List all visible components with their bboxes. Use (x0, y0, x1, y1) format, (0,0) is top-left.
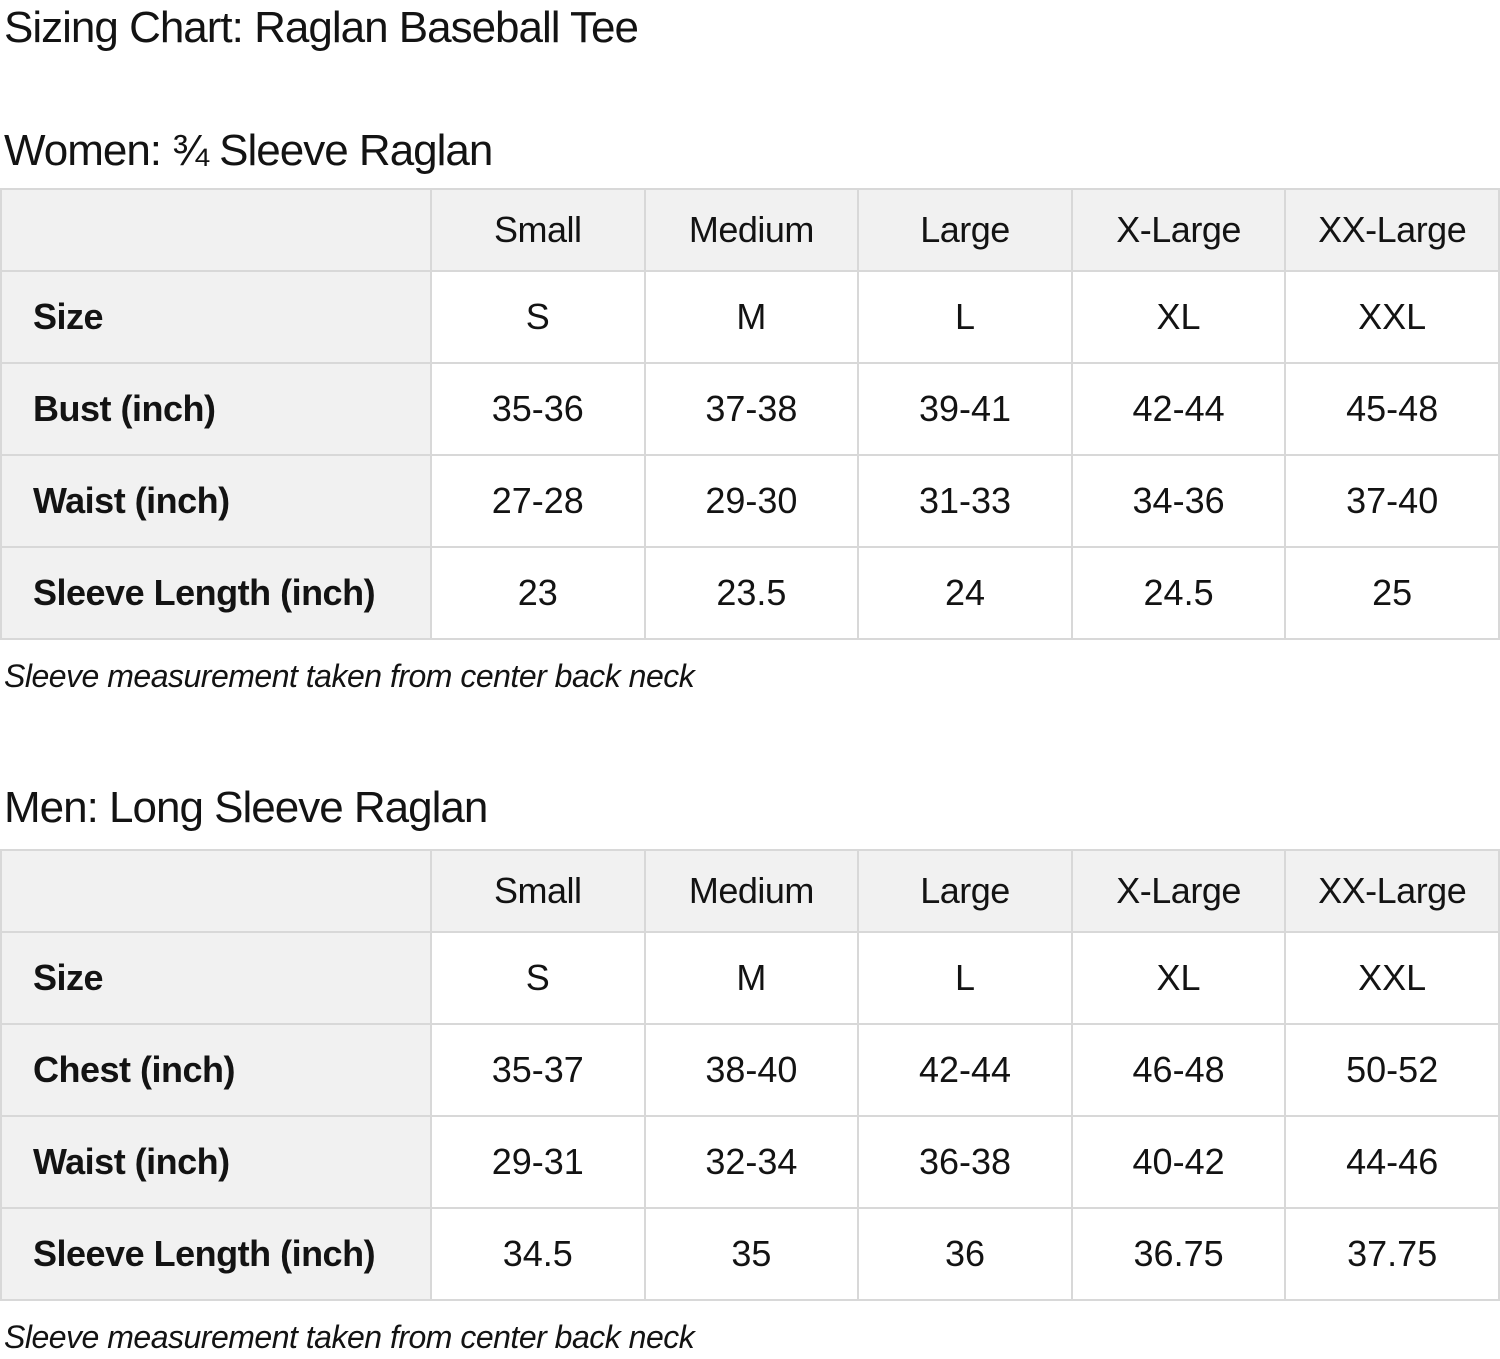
table-row: Waist (inch) 29-31 32-34 36-38 40-42 44-46 (0, 1114, 1500, 1209)
size-column-header: Small (430, 187, 646, 272)
measurement-cell: 35-37 (430, 1022, 646, 1117)
measurement-cell: 40-42 (1070, 1114, 1287, 1209)
row-label: Bust (inch) (0, 361, 432, 456)
measurement-cell: L (857, 269, 1073, 364)
table-row: Bust (inch) 35-36 37-38 39-41 42-44 45-48 (0, 361, 1500, 456)
row-label: Size (0, 930, 432, 1025)
measurement-cell: 29-30 (643, 453, 860, 548)
table-row: Waist (inch) 27-28 29-30 31-33 34-36 37-40 (0, 453, 1500, 548)
measurement-cell: 27-28 (430, 453, 646, 548)
measurement-cell: M (643, 930, 860, 1025)
men-section: Men: Long Sleeve Raglan Small Medium Large… (0, 782, 1500, 1358)
table-row: Chest (inch) 35-37 38-40 42-44 46-48 50-52 (0, 1022, 1500, 1117)
measurement-cell: 36 (857, 1206, 1073, 1301)
men-sizing-table: Small Medium Large X-Large XX-Large Size S M L XL… (0, 848, 1500, 1301)
size-column-header: Large (857, 848, 1073, 933)
measurement-cell: 24 (857, 545, 1073, 640)
measurement-cell: 36-38 (857, 1114, 1073, 1209)
size-header-row: Small Medium Large X-Large XX-Large (0, 848, 1500, 933)
measurement-cell: 39-41 (857, 361, 1073, 456)
row-label: Size (0, 269, 432, 364)
measurement-cell: 44-46 (1284, 1114, 1500, 1209)
measurement-cell: XXL (1284, 930, 1500, 1025)
measurement-cell: 23 (430, 545, 646, 640)
row-label: Waist (inch) (0, 453, 432, 548)
size-column-header: XX-Large (1284, 187, 1500, 272)
table-row: Size S M L XL XXL (0, 930, 1500, 1025)
women-section: Women: ¾ Sleeve Raglan Small Medium Large X… (0, 125, 1500, 697)
measurement-cell: 45-48 (1284, 361, 1500, 456)
size-column-header: Small (430, 848, 646, 933)
measurement-cell: 23.5 (643, 545, 860, 640)
measurement-cell: 34-36 (1070, 453, 1287, 548)
measurement-cell: 24.5 (1070, 545, 1287, 640)
measurement-cell: S (430, 930, 646, 1025)
men-section-heading: Men: Long Sleeve Raglan (4, 783, 488, 833)
row-label: Sleeve Length (inch) (0, 1206, 432, 1301)
measurement-cell: S (430, 269, 646, 364)
measurement-cell: 46-48 (1070, 1022, 1287, 1117)
measurement-cell: 29-31 (430, 1114, 646, 1209)
corner-cell (0, 187, 432, 272)
measurement-cell: 50-52 (1284, 1022, 1500, 1117)
size-column-header: XX-Large (1284, 848, 1500, 933)
measurement-cell: 34.5 (430, 1206, 646, 1301)
page-title: Sizing Chart: Raglan Baseball Tee (4, 3, 639, 52)
measurement-cell: 25 (1284, 545, 1500, 640)
women-section-heading: Women: ¾ Sleeve Raglan (4, 125, 493, 175)
measurement-cell: XL (1070, 930, 1287, 1025)
measurement-cell: 42-44 (857, 1022, 1073, 1117)
size-header-row: Small Medium Large X-Large XX-Large (0, 187, 1500, 272)
measurement-cell: M (643, 269, 860, 364)
size-column-header: Medium (643, 848, 860, 933)
measurement-cell: 37.75 (1284, 1206, 1500, 1301)
women-sleeve-note: Sleeve measurement taken from center bac… (4, 657, 695, 694)
size-column-header: X-Large (1070, 187, 1287, 272)
table-row: Sleeve Length (inch) 34.5 35 36 36.75 37.75 (0, 1206, 1500, 1301)
size-column-header: Large (857, 187, 1073, 272)
measurement-cell: 37-40 (1284, 453, 1500, 548)
measurement-cell: 37-38 (643, 361, 860, 456)
corner-cell (0, 848, 432, 933)
measurement-cell: 32-34 (643, 1114, 860, 1209)
row-label: Chest (inch) (0, 1022, 432, 1117)
size-column-header: Medium (643, 187, 860, 272)
measurement-cell: 42-44 (1070, 361, 1287, 456)
table-row: Sleeve Length (inch) 23 23.5 24 24.5 25 (0, 545, 1500, 640)
men-sleeve-note: Sleeve measurement taken from center bac… (4, 1318, 695, 1355)
size-column-header: X-Large (1070, 848, 1287, 933)
measurement-cell: XL (1070, 269, 1287, 364)
row-label: Sleeve Length (inch) (0, 545, 432, 640)
measurement-cell: 38-40 (643, 1022, 860, 1117)
measurement-cell: 31-33 (857, 453, 1073, 548)
women-sizing-table: Small Medium Large X-Large XX-Large Size S M L XL… (0, 187, 1500, 640)
measurement-cell: L (857, 930, 1073, 1025)
table-row: Size S M L XL XXL (0, 269, 1500, 364)
measurement-cell: XXL (1284, 269, 1500, 364)
measurement-cell: 35-36 (430, 361, 646, 456)
row-label: Waist (inch) (0, 1114, 432, 1209)
measurement-cell: 36.75 (1070, 1206, 1287, 1301)
measurement-cell: 35 (643, 1206, 860, 1301)
